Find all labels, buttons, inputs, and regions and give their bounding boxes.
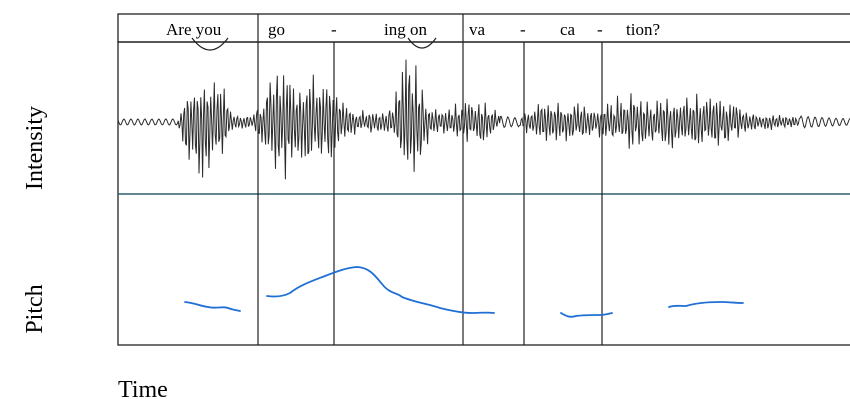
- syllable-label: -: [520, 20, 526, 39]
- syllable-label: Are you: [166, 20, 222, 39]
- intensity-axis-label: Intensity: [22, 106, 48, 190]
- pitch-contour: [184, 301, 241, 312]
- syllable-label: va: [469, 20, 486, 39]
- syllable-label: ing on: [384, 20, 427, 39]
- syllable-row: Are you go - ing on va - ca - tion?: [117, 13, 850, 51]
- syllable-label: ca: [560, 20, 576, 39]
- pitch-contour: [266, 266, 495, 314]
- syllable-label: go: [268, 20, 285, 39]
- pitch-axis-label: Pitch: [22, 284, 48, 333]
- pitch-contours: [184, 266, 744, 318]
- syllable-label: tion?: [626, 20, 660, 39]
- time-axis-label: Time: [118, 377, 168, 399]
- syllable-boundaries: [257, 14, 603, 345]
- pitch-contour: [560, 312, 613, 318]
- syllable-label: -: [331, 20, 337, 39]
- linking-arc: [407, 37, 437, 49]
- pitch-contour: [668, 301, 744, 308]
- syllable-label: -: [597, 20, 603, 39]
- intensity-waveform: [117, 59, 850, 180]
- linking-arc: [191, 37, 229, 51]
- waveform-trace: [117, 59, 850, 180]
